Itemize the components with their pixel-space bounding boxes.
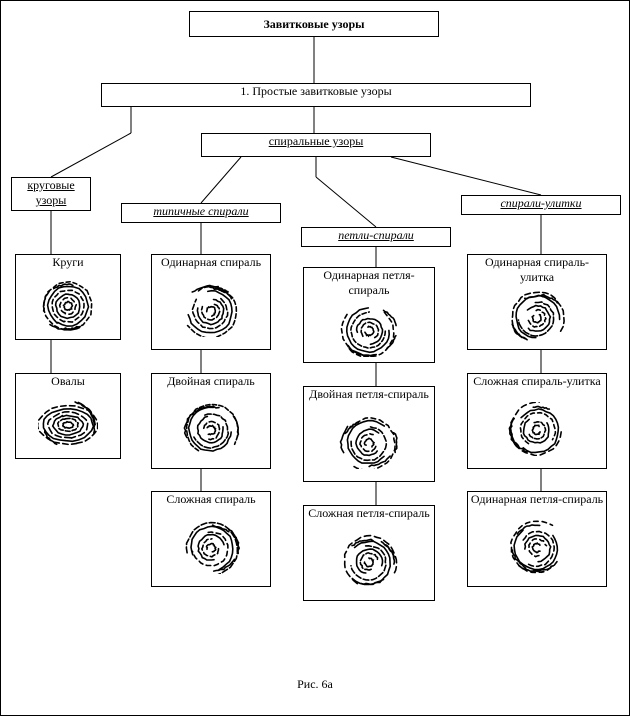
leaf-dv-sp: Двойная спираль	[151, 373, 271, 469]
node-label: типичные спирали	[122, 204, 280, 219]
header-circ: круговые узоры	[11, 177, 91, 211]
header-typical: типичные спирали	[121, 203, 281, 223]
node-label: петли-спирали	[302, 228, 450, 243]
node-label: Сложная спираль-улитка	[468, 374, 606, 389]
fingerprint-icon	[304, 402, 434, 481]
header-snails: спирали-улитки	[461, 195, 621, 215]
fingerprint-icon	[16, 389, 120, 458]
node-label: Сложная спираль	[152, 492, 270, 507]
leaf-sl-sp: Сложная спираль	[151, 491, 271, 587]
node-label: 1. Простые завитковые узоры	[102, 84, 530, 99]
node-label: Одинарная петля-спираль	[468, 492, 606, 507]
header-simple: 1. Простые завитковые узоры	[101, 83, 531, 107]
fingerprint-icon	[152, 389, 270, 468]
fingerprint-icon	[304, 521, 434, 600]
leaf-dv-ps: Двойная петля-спираль	[303, 386, 435, 482]
node-label: Овалы	[16, 374, 120, 389]
leaf-od-ps: Одинарная петля-спираль	[303, 267, 435, 363]
leaf-od-sp: Одинарная спираль	[151, 254, 271, 350]
node-label: Круги	[16, 255, 120, 270]
header-title: Завитковые узоры	[189, 11, 439, 37]
leaf-od-ps2: Одинарная петля-спираль	[467, 491, 607, 587]
node-label: Сложная петля-спираль	[304, 506, 434, 521]
fingerprint-icon	[468, 285, 606, 349]
node-label: спирали-улитки	[462, 196, 620, 211]
header-spiral: спиральные узоры	[201, 133, 431, 157]
fingerprint-icon	[16, 270, 120, 339]
leaf-krugi: Круги	[15, 254, 121, 340]
node-label: Двойная спираль	[152, 374, 270, 389]
fingerprint-icon	[304, 298, 434, 362]
node-label: Завитковые узоры	[190, 17, 438, 32]
diagram-canvas: Завитковые узоры 1. Простые завитковые уз…	[0, 0, 630, 716]
fingerprint-icon	[152, 270, 270, 349]
node-label: Одинарная спираль-улитка	[468, 255, 606, 285]
leaf-sl-su: Сложная спираль-улитка	[467, 373, 607, 469]
fingerprint-icon	[468, 507, 606, 586]
leaf-sl-ps: Сложная петля-спираль	[303, 505, 435, 601]
leaf-od-su: Одинарная спираль-улитка	[467, 254, 607, 350]
node-label: спиральные узоры	[202, 134, 430, 149]
node-label: Двойная петля-спираль	[304, 387, 434, 402]
header-loops: петли-спирали	[301, 227, 451, 247]
node-label: круговые узоры	[12, 178, 90, 208]
node-label: Одинарная петля-спираль	[304, 268, 434, 298]
fingerprint-icon	[468, 389, 606, 468]
figure-caption: Рис. 6а	[1, 677, 629, 692]
fingerprint-icon	[152, 507, 270, 586]
node-label: Одинарная спираль	[152, 255, 270, 270]
leaf-ovaly: Овалы	[15, 373, 121, 459]
